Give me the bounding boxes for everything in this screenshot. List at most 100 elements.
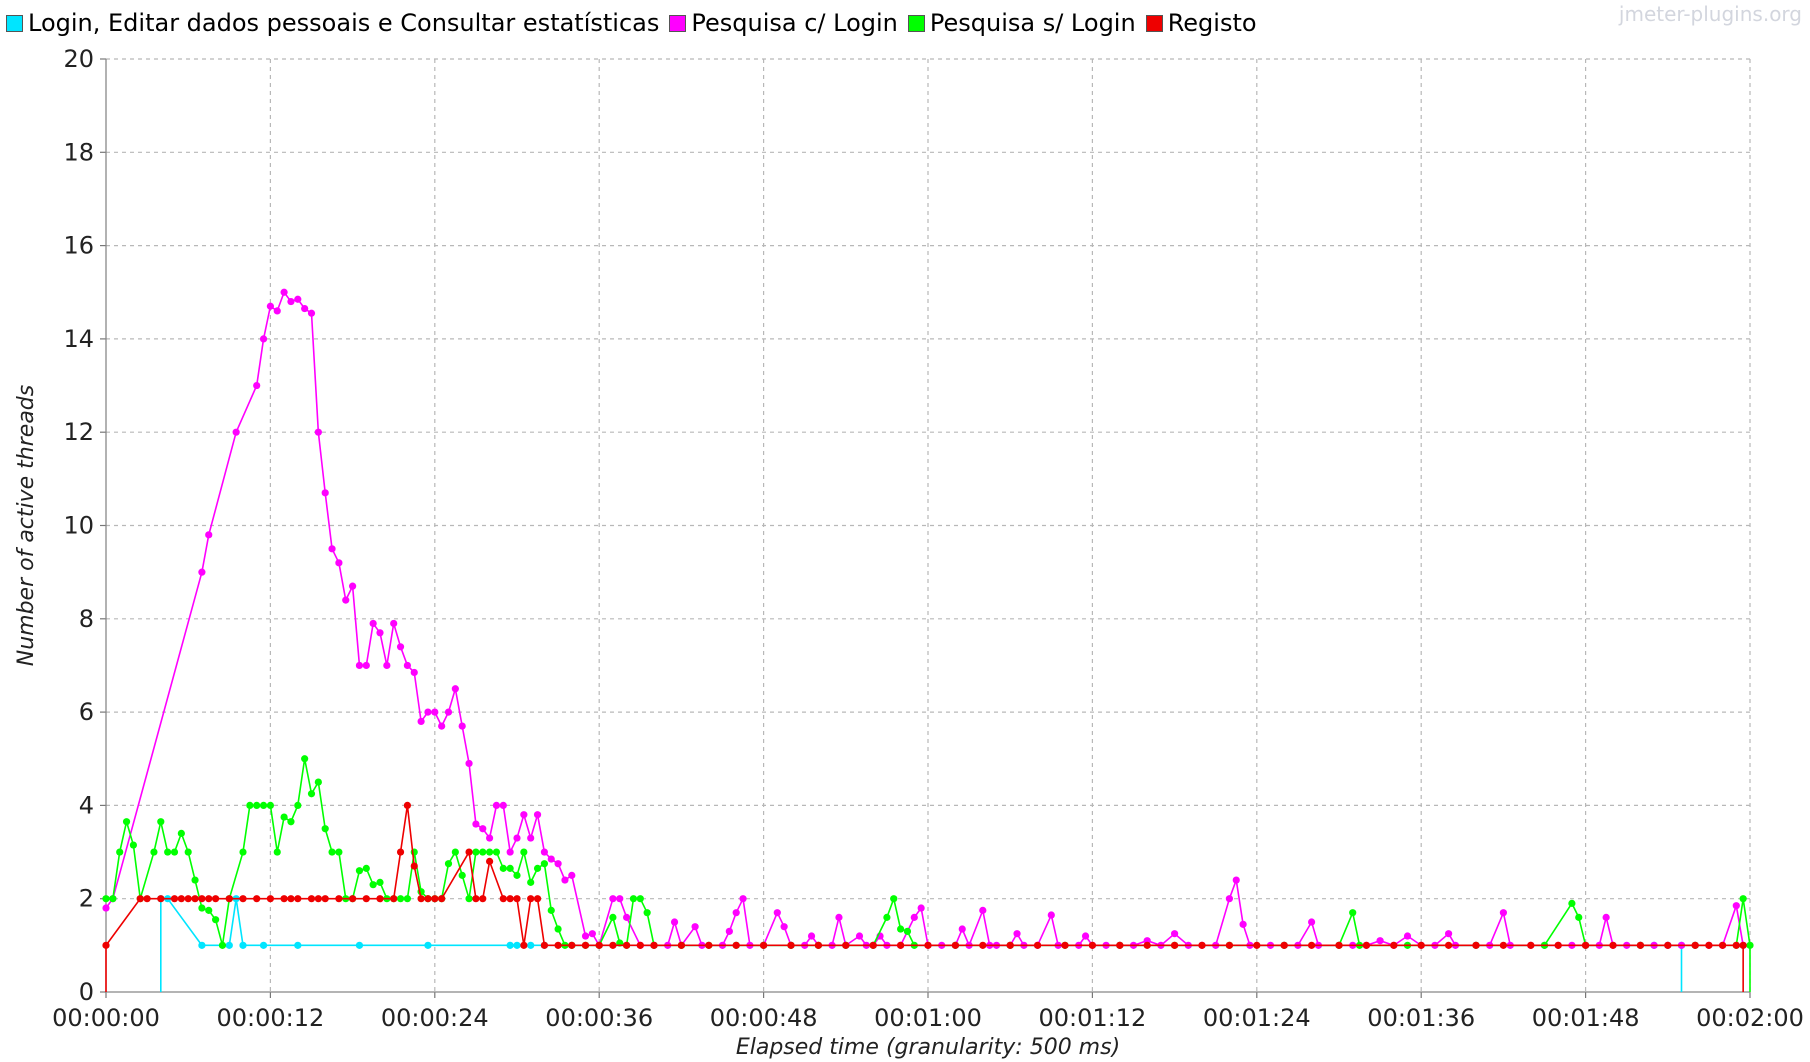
watermark: jmeter-plugins.org <box>1618 2 1802 26</box>
data-point <box>636 941 644 949</box>
data-point <box>417 895 425 903</box>
data-point <box>1739 895 1747 903</box>
data-point <box>403 801 411 810</box>
data-point <box>479 848 487 856</box>
data-point <box>472 820 480 828</box>
data-point <box>321 895 329 903</box>
data-point <box>362 895 370 903</box>
data-point <box>506 848 514 856</box>
data-point <box>410 862 418 870</box>
data-point <box>568 871 576 879</box>
data-point <box>506 864 514 872</box>
data-point <box>1746 941 1754 949</box>
data-point <box>1445 930 1453 938</box>
data-point <box>540 848 549 856</box>
data-point <box>609 913 617 921</box>
data-point <box>1061 941 1069 949</box>
data-point <box>1609 941 1617 949</box>
data-point <box>486 834 494 842</box>
data-point <box>465 848 473 856</box>
data-point <box>479 825 487 833</box>
legend-item: Login, Editar dados pessoais e Consultar… <box>6 9 659 37</box>
x-tick-label: 00:01:48 <box>1532 1004 1640 1032</box>
data-point <box>239 895 247 903</box>
data-point <box>307 309 316 317</box>
data-point <box>1376 937 1384 945</box>
data-point <box>732 909 740 917</box>
data-point <box>520 848 528 856</box>
data-point <box>472 895 480 903</box>
data-point <box>979 941 987 949</box>
data-point <box>760 941 768 949</box>
data-point <box>513 895 521 903</box>
data-point <box>1499 941 1507 949</box>
data-point <box>787 941 795 949</box>
data-point <box>335 848 343 856</box>
x-tick-label: 00:01:36 <box>1367 1004 1475 1032</box>
data-point <box>253 895 261 903</box>
data-point <box>102 895 110 903</box>
data-point <box>1308 918 1316 926</box>
data-point <box>979 906 987 914</box>
data-point <box>1554 941 1562 949</box>
data-point <box>369 619 377 628</box>
data-point <box>170 895 179 903</box>
data-point <box>273 307 281 315</box>
data-point <box>629 895 638 903</box>
data-point <box>499 801 507 810</box>
x-tick-label: 00:00:24 <box>381 1004 489 1032</box>
data-point <box>1403 932 1412 940</box>
data-point <box>835 913 843 921</box>
y-tick-label: 12 <box>63 418 94 446</box>
data-point <box>890 895 898 903</box>
data-point <box>301 755 309 763</box>
data-point <box>362 864 370 872</box>
data-point <box>451 685 459 693</box>
legend-label: Login, Editar dados pessoais e Consultar… <box>28 9 660 37</box>
data-point <box>561 876 569 884</box>
data-point <box>444 708 453 716</box>
data-point <box>1472 941 1480 949</box>
data-point <box>396 643 405 651</box>
data-point <box>239 941 247 949</box>
data-point <box>499 895 507 903</box>
legend-swatch <box>1145 14 1163 32</box>
data-point <box>650 941 658 949</box>
data-point <box>547 906 555 914</box>
x-tick-label: 00:00:48 <box>710 1004 818 1032</box>
data-point <box>246 801 254 810</box>
data-point <box>157 818 165 826</box>
data-point <box>212 895 220 903</box>
data-point <box>287 818 295 826</box>
data-point <box>1445 941 1453 949</box>
data-point <box>1362 941 1370 949</box>
data-point <box>1081 932 1090 940</box>
x-tick-label: 00:01:12 <box>1039 1004 1147 1032</box>
data-point <box>335 559 343 567</box>
data-point <box>1171 930 1179 938</box>
y-tick-label: 16 <box>63 232 94 260</box>
data-point <box>1006 941 1014 949</box>
data-point <box>376 629 384 637</box>
data-point <box>513 834 521 842</box>
data-point <box>527 941 535 949</box>
data-point <box>951 941 960 949</box>
data-point <box>506 941 514 949</box>
legend-swatch <box>907 14 925 32</box>
data-point <box>492 848 501 856</box>
data-point <box>1239 920 1247 928</box>
data-point <box>609 895 617 903</box>
axes: 0 2 4 6 8 10 12 14 16 18 20 00:00:00 00:00:12 00:00:2… <box>52 45 1804 1032</box>
data-point <box>636 895 644 903</box>
data-point <box>417 717 425 726</box>
data-point <box>773 909 781 917</box>
data-point <box>116 848 124 856</box>
data-point <box>623 941 631 949</box>
data-point <box>205 531 213 539</box>
data-point <box>198 895 206 903</box>
data-point <box>1732 941 1740 949</box>
legend-swatch <box>669 14 687 32</box>
y-tick-label: 6 <box>79 698 94 726</box>
data-point <box>1225 895 1233 903</box>
